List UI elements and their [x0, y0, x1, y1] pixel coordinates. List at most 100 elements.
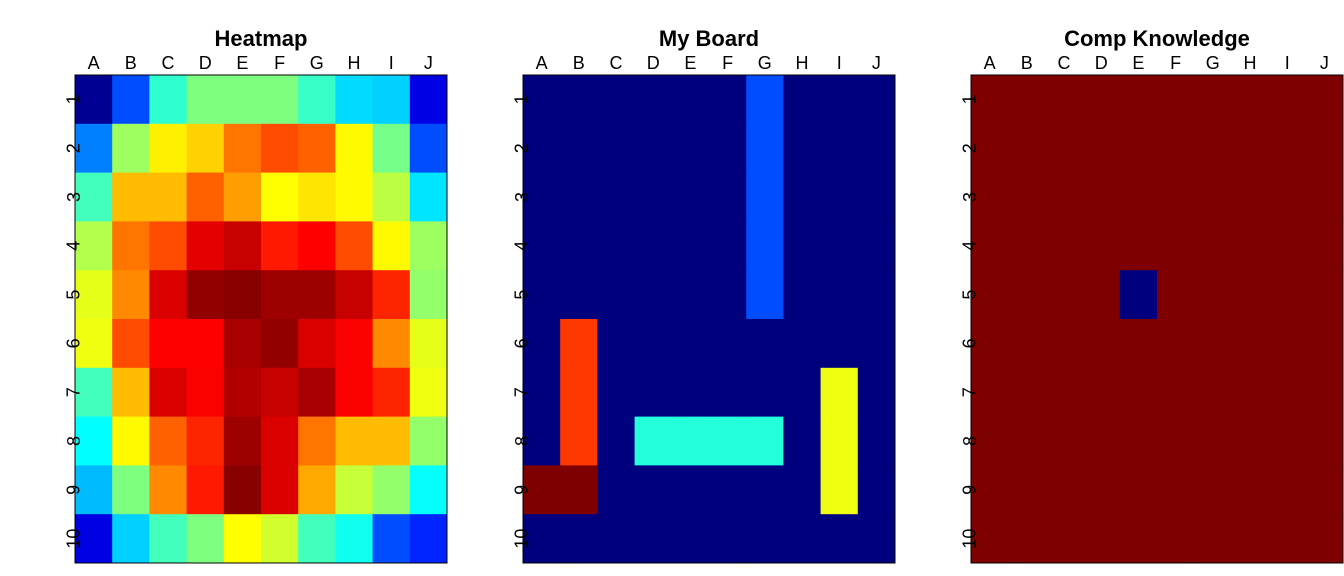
- heatmap-cell: [1008, 319, 1046, 369]
- y-tick-label: 4: [512, 241, 532, 251]
- heatmap-cell: [1082, 465, 1121, 515]
- heatmap-cell: [560, 270, 598, 320]
- x-tick-label: E: [1132, 53, 1144, 73]
- heatmap-cell: [298, 270, 336, 320]
- heatmap-cell: [523, 416, 561, 466]
- heatmap-cell: [634, 221, 673, 271]
- heatmap-cell: [112, 319, 150, 369]
- heatmap-cell: [783, 416, 822, 466]
- heatmap-cell: [1305, 319, 1344, 369]
- heatmap-cell: [1045, 123, 1084, 174]
- heatmap-cell: [1268, 465, 1307, 515]
- heatmap-cell: [223, 221, 262, 271]
- heatmap-cell: [857, 416, 896, 466]
- heatmap-cell: [1231, 172, 1270, 222]
- heatmap-cell: [1157, 465, 1195, 515]
- heatmap-cell: [783, 465, 822, 515]
- heatmap-cell: [523, 75, 561, 125]
- heatmap-cell: [1082, 172, 1121, 222]
- heatmap-cell: [634, 123, 673, 174]
- heatmap-cell: [112, 75, 150, 125]
- heatmap-cell: [1157, 75, 1195, 125]
- heatmap-cell: [298, 514, 336, 564]
- y-tick-label: 9: [512, 485, 532, 495]
- x-tick-label: I: [389, 53, 394, 73]
- heatmap-cell: [1231, 367, 1270, 418]
- heatmap-cell: [1231, 465, 1270, 515]
- heatmap-cell: [783, 270, 822, 320]
- heatmap-cell: [671, 221, 710, 271]
- heatmap-cell: [1157, 221, 1195, 271]
- heatmap-cell: [857, 514, 896, 564]
- heatmap-cell: [112, 514, 150, 564]
- heatmap-cell: [523, 221, 561, 271]
- heatmap-cell: [783, 367, 822, 418]
- heatmap-cell: [186, 416, 225, 466]
- heatmap-cell: [1082, 319, 1121, 369]
- heatmap-cell: [709, 75, 747, 125]
- heatmap-cell: [634, 319, 673, 369]
- heatmap-cell: [1194, 367, 1232, 418]
- heatmap-cell: [671, 123, 710, 174]
- heatmap-cell: [1231, 319, 1270, 369]
- heatmap-cell: [597, 123, 636, 174]
- heatmap-cell: [335, 465, 374, 515]
- heatmap-cell: [1231, 416, 1270, 466]
- heatmap-cell: [709, 172, 747, 222]
- heatmap-cell: [298, 319, 336, 369]
- heatmap-cell: [1194, 221, 1232, 271]
- heatmap-cell: [261, 270, 299, 320]
- heatmap-cell: [335, 75, 374, 125]
- heatmap-cell: [1231, 514, 1270, 564]
- heatmap-cell: [597, 367, 636, 418]
- heatmap-cell: [1268, 319, 1307, 369]
- heatmap-cell: [261, 416, 299, 466]
- x-tick-label: J: [1320, 53, 1329, 73]
- heatmap-cell: [671, 367, 710, 418]
- heatmap-cell: [746, 123, 784, 174]
- x-tick-label: D: [1095, 53, 1108, 73]
- x-tick-label: D: [647, 53, 660, 73]
- heatmap-cell: [1194, 465, 1232, 515]
- x-tick-label: G: [758, 53, 772, 73]
- heatmap-cell: [671, 416, 710, 466]
- heatmap-cell: [75, 75, 113, 125]
- heatmap-cell: [1231, 270, 1270, 320]
- heatmap-cell: [372, 367, 411, 418]
- y-tick-label: 2: [512, 143, 532, 153]
- heatmap-cell: [820, 465, 859, 515]
- heatmap-cell: [1194, 416, 1232, 466]
- heatmap-cell: [1268, 123, 1307, 174]
- heatmap-cell: [75, 123, 113, 174]
- x-tick-label: C: [1058, 53, 1071, 73]
- heatmap-cell: [298, 172, 336, 222]
- heatmap-cell: [1008, 465, 1046, 515]
- heatmap-cell: [971, 367, 1009, 418]
- heatmap-cell: [112, 123, 150, 174]
- heatmap-cell: [746, 416, 784, 466]
- x-tick-label: J: [872, 53, 881, 73]
- heatmap-cell: [149, 172, 188, 222]
- y-tick-label: 3: [64, 192, 84, 202]
- heatmap-cell: [783, 123, 822, 174]
- heatmap-cell: [261, 75, 299, 125]
- heatmap-cell: [261, 367, 299, 418]
- y-tick-label: 5: [512, 290, 532, 300]
- heatmap-cell: [1305, 270, 1344, 320]
- x-tick-label: D: [199, 53, 212, 73]
- heatmap-cell: [223, 367, 262, 418]
- x-tick-label: G: [310, 53, 324, 73]
- heatmap-cell: [1008, 367, 1046, 418]
- heatmap-cell: [857, 367, 896, 418]
- heatmap-cell: [186, 221, 225, 271]
- y-tick-label: 1: [64, 94, 84, 104]
- heatmap-cell: [1305, 221, 1344, 271]
- heatmap-cell: [298, 367, 336, 418]
- heatmap-cell: [1305, 367, 1344, 418]
- heatmap-cell: [671, 465, 710, 515]
- heatmap-cell: [223, 172, 262, 222]
- heatmap-cell: [1045, 416, 1084, 466]
- heatmap-cell: [560, 75, 598, 125]
- y-tick-label: 7: [960, 387, 980, 397]
- heatmap-cell: [149, 123, 188, 174]
